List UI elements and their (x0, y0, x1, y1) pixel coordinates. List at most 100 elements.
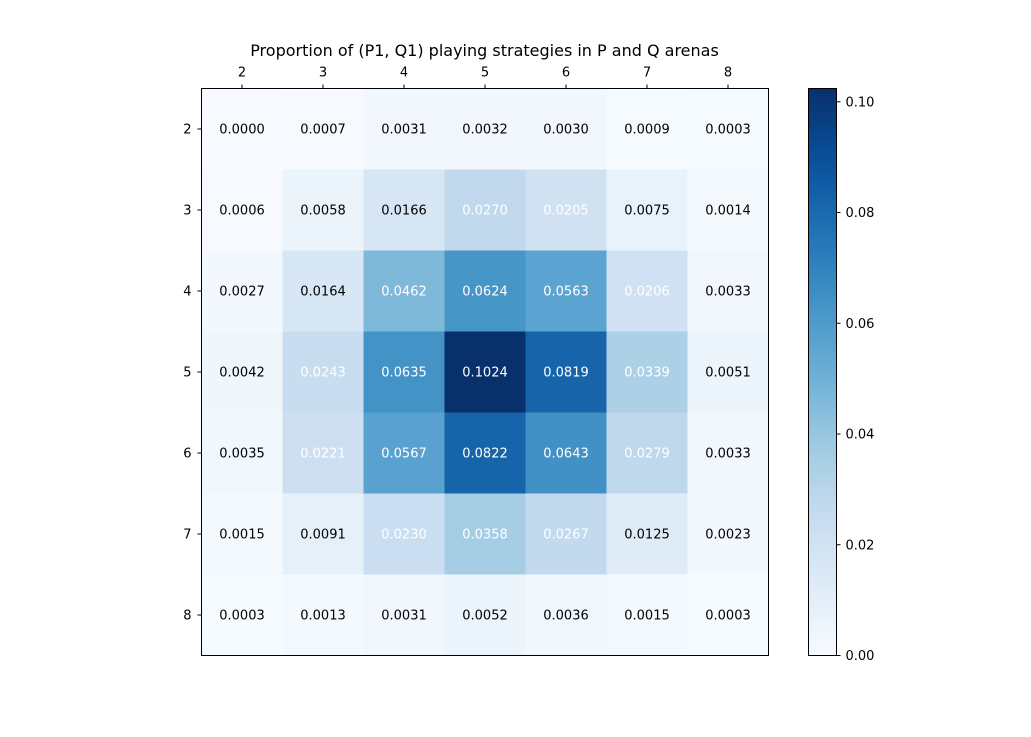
cell-value-label: 0.0006 (219, 204, 265, 219)
cell-value-label: 0.0031 (381, 609, 427, 624)
heatmap-cell (606, 493, 688, 575)
heatmap-cell (363, 169, 445, 251)
cell-value-label: 0.0023 (705, 528, 751, 543)
cell-value-label: 0.0014 (705, 204, 751, 219)
cell-value-label: 0.0358 (462, 528, 508, 543)
heatmap-cell (687, 169, 769, 251)
cell-value-label: 0.0819 (543, 366, 589, 381)
heatmap-cell (606, 169, 688, 251)
heatmap-cell (525, 250, 607, 332)
cell-value-label: 0.0015 (624, 609, 670, 624)
heatmap-cells (201, 88, 769, 656)
cell-value-label: 0.0015 (219, 528, 265, 543)
heatmap-cell (282, 574, 364, 656)
cell-value-label: 0.0166 (381, 204, 427, 219)
cell-value-label: 0.0003 (219, 609, 265, 624)
colorbar-tick-label: 0.06 (846, 317, 875, 332)
cell-value-label: 0.0058 (300, 204, 346, 219)
heatmap-cell (606, 250, 688, 332)
cell-value-label: 0.0013 (300, 609, 346, 624)
heatmap-cell (525, 574, 607, 656)
x-tick-label: 4 (400, 66, 408, 81)
cell-value-label: 0.0075 (624, 204, 670, 219)
heatmap-cell (363, 331, 445, 413)
heatmap-cell (525, 169, 607, 251)
heatmap-cell (444, 574, 526, 656)
cell-value-label: 0.0125 (624, 528, 670, 543)
cell-value-label: 0.0567 (381, 447, 427, 462)
chart-title: Proportion of (P1, Q1) playing strategie… (250, 41, 719, 60)
cell-value-label: 0.0007 (300, 123, 346, 138)
cell-value-label: 0.0091 (300, 528, 346, 543)
y-tick-label: 5 (183, 366, 191, 381)
heatmap-cell (687, 493, 769, 575)
heatmap-cell (444, 331, 526, 413)
y-tick-label: 4 (183, 285, 191, 300)
cell-value-label: 0.0003 (705, 609, 751, 624)
heatmap-cell (363, 493, 445, 575)
cell-value-label: 0.0032 (462, 123, 508, 138)
heatmap-cell (687, 88, 769, 170)
heatmap-cell (282, 331, 364, 413)
x-axis: 2 3 4 5 6 7 8 (238, 66, 732, 89)
heatmap-cell (444, 412, 526, 494)
heatmap-cell (525, 412, 607, 494)
cell-value-label: 0.0462 (381, 285, 427, 300)
heatmap-cell (201, 88, 283, 170)
y-tick-label: 8 (183, 609, 191, 624)
heatmap-cell (282, 169, 364, 251)
heatmap-cell (687, 574, 769, 656)
cell-value-label: 0.0042 (219, 366, 265, 381)
heatmap-cell (606, 331, 688, 413)
heatmap-cell (201, 250, 283, 332)
colorbar-axis: 0.00 0.02 0.04 0.06 0.08 0.10 (836, 95, 875, 664)
heatmap-cell (444, 250, 526, 332)
heatmap-cell (363, 412, 445, 494)
cell-value-label: 0.0027 (219, 285, 265, 300)
cell-value-label: 0.0624 (462, 285, 508, 300)
colorbar-tick-label: 0.02 (846, 538, 875, 553)
heatmap-cell (606, 412, 688, 494)
heatmap-cell-labels: 0.0000 0.0007 0.0031 0.0032 0.0030 0.0009 0.00… (219, 123, 751, 624)
heatmap-cell (282, 88, 364, 170)
heatmap-cell (201, 331, 283, 413)
cell-value-label: 0.0035 (219, 447, 265, 462)
cell-value-label: 0.0643 (543, 447, 589, 462)
cell-value-label: 0.0033 (705, 285, 751, 300)
x-tick-label: 3 (319, 66, 327, 81)
heatmap-cell (201, 169, 283, 251)
x-tick-label: 2 (238, 66, 246, 81)
cell-value-label: 0.0030 (543, 123, 589, 138)
heatmap-cell (525, 331, 607, 413)
cell-value-label: 0.0221 (300, 447, 346, 462)
y-axis: 2 3 4 5 6 7 8 (183, 123, 202, 624)
colorbar-tick-label: 0.00 (846, 649, 875, 664)
heatmap-cell (606, 574, 688, 656)
colorbar (808, 88, 837, 656)
heatmap-cell (444, 88, 526, 170)
y-tick-label: 2 (183, 123, 191, 138)
x-tick-label: 7 (643, 66, 651, 81)
cell-value-label: 0.0339 (624, 366, 670, 381)
heatmap-cell (282, 250, 364, 332)
heatmap-cell (444, 493, 526, 575)
cell-value-label: 0.0635 (381, 366, 427, 381)
y-tick-label: 7 (183, 528, 191, 543)
heatmap-cell (687, 331, 769, 413)
y-tick-label: 3 (183, 204, 191, 219)
heatmap-cell (363, 88, 445, 170)
heatmap-cell (201, 493, 283, 575)
cell-value-label: 0.0003 (705, 123, 751, 138)
x-tick-label: 5 (481, 66, 489, 81)
cell-value-label: 0.0563 (543, 285, 589, 300)
cell-value-label: 0.0230 (381, 528, 427, 543)
cell-value-label: 0.1024 (462, 366, 508, 381)
colorbar-tick-label: 0.10 (846, 95, 875, 110)
heatmap-cell (201, 574, 283, 656)
x-tick-label: 6 (562, 66, 570, 81)
cell-value-label: 0.0267 (543, 528, 589, 543)
colorbar-tick-label: 0.08 (846, 206, 875, 221)
heatmap-cell (201, 412, 283, 494)
cell-value-label: 0.0164 (300, 285, 346, 300)
